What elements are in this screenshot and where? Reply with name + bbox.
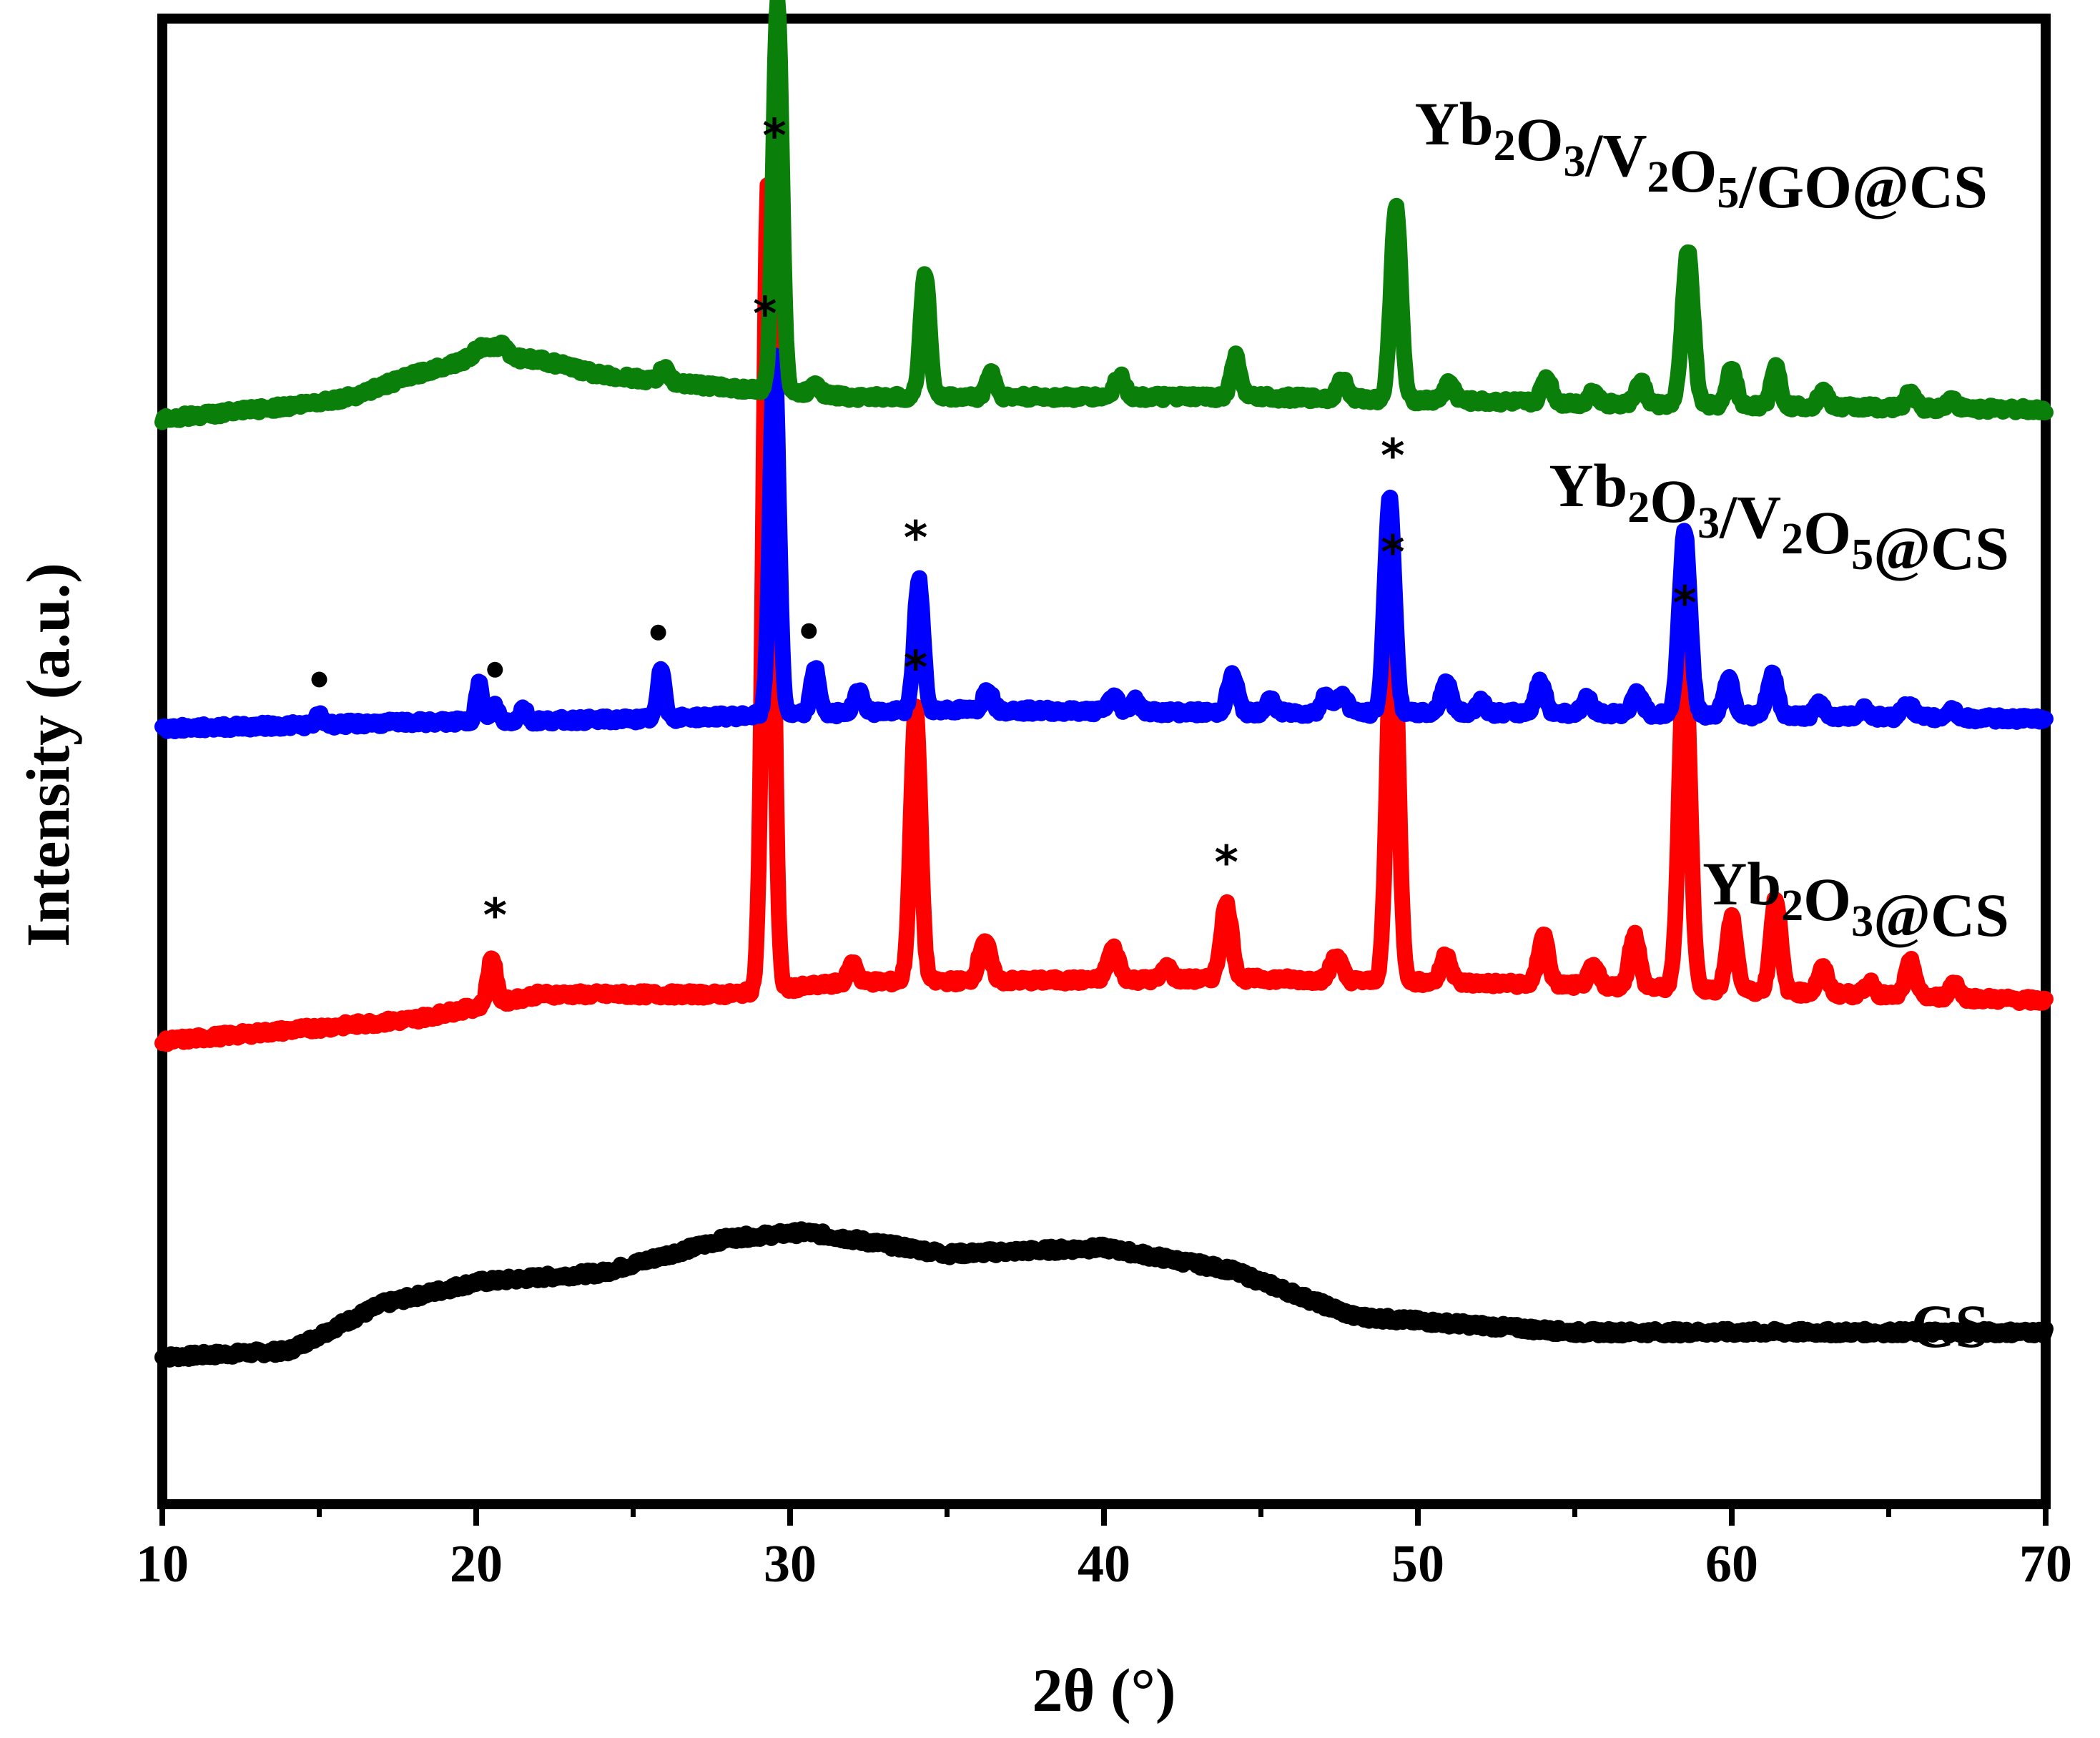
peak-star-marker: *	[1214, 836, 1238, 889]
peak-star-marker: *	[762, 110, 786, 163]
peak-star-marker: *	[904, 512, 927, 565]
series-label-3: Yb2O3/V2O5/GO@CS	[1415, 89, 1988, 221]
peak-dot-marker	[801, 623, 817, 639]
peak-markers: * * * * * * * * *	[311, 110, 1697, 942]
y-axis-label: Intensity (a.u.)	[14, 563, 82, 947]
traces	[154, 0, 2054, 1368]
trace-1	[154, 176, 2054, 1052]
x-tick-label: 10	[136, 1535, 189, 1594]
series-labels: CS Yb2O3@CS Yb2O3/V2O5@CS Yb2O3/V2O5/GO@CS	[1415, 89, 2009, 1361]
peak-star-marker: *	[753, 288, 777, 341]
peak-dot-marker	[311, 671, 327, 688]
trace-0	[154, 1221, 2054, 1368]
peak-star-marker: *	[1672, 578, 1696, 631]
peak-star-marker: *	[1381, 526, 1404, 579]
x-tick-label: 50	[1391, 1535, 1444, 1594]
trace-2	[154, 347, 2054, 739]
series-label-1: Yb2O3@CS	[1702, 849, 2009, 949]
x-tick-label: 30	[764, 1535, 817, 1594]
trace-3	[154, 0, 2054, 430]
series-label-0: CS	[1911, 1292, 1989, 1361]
x-tick-label: 70	[2019, 1535, 2072, 1594]
x-tick-label: 20	[450, 1535, 503, 1594]
peak-star-marker: *	[904, 642, 927, 695]
peak-star-marker: *	[483, 889, 507, 942]
x-axis-label: 2θ (°)	[1032, 1656, 1175, 1724]
x-tick-label: 60	[1705, 1535, 1758, 1594]
x-axis: 10 20 30 40 50 60 70	[136, 1504, 2072, 1594]
peak-star-marker: *	[1381, 430, 1404, 483]
x-tick-label: 40	[1078, 1535, 1130, 1594]
series-label-2: Yb2O3/V2O5@CS	[1549, 451, 2009, 583]
peak-dot-marker	[487, 661, 503, 678]
peak-dot-marker	[650, 624, 666, 641]
